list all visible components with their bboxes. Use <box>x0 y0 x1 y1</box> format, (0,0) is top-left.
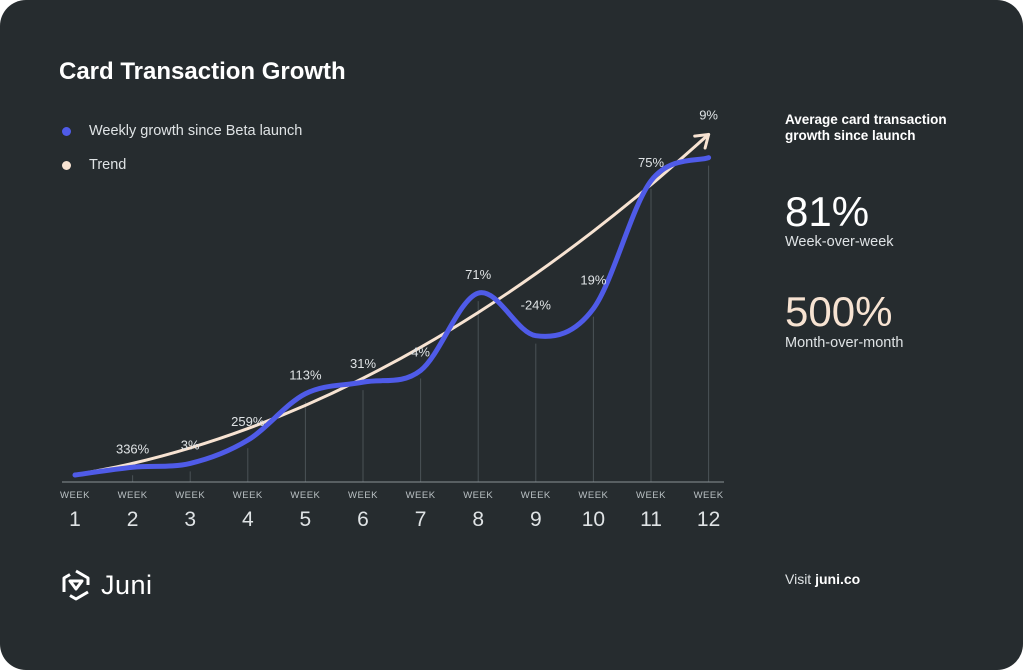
data-label-week-4: 259% <box>231 414 265 429</box>
weekly-growth-value: 81% <box>785 188 870 235</box>
trend-arrow-head <box>693 132 711 150</box>
monthly-growth-value: 500% <box>785 288 893 335</box>
x-tick-prefix-week-6: WEEK <box>348 490 378 501</box>
weekly-growth-line <box>72 155 712 478</box>
brand-name: Juni <box>101 569 153 600</box>
data-label-week-8: 71% <box>465 267 491 282</box>
x-tick-prefix-week-8: WEEK <box>463 490 493 501</box>
x-tick-label-week-7: 7 <box>415 508 427 531</box>
x-tick-prefix-week-4: WEEK <box>233 490 263 501</box>
x-tick-label-week-12: 12 <box>697 508 720 531</box>
legend-swatch-trend <box>62 160 71 170</box>
x-tick-label-week-9: 9 <box>530 508 542 531</box>
data-label-week-11: 75% <box>638 155 664 170</box>
data-label-week-2: 336% <box>116 441 150 456</box>
x-tick-prefix-week-2: WEEK <box>118 490 148 501</box>
data-label-week-6: 31% <box>350 356 376 371</box>
x-tick-prefix-week-11: WEEK <box>636 490 666 501</box>
visit-link[interactable]: Visit juni.co <box>785 571 860 587</box>
x-tick-prefix-week-10: WEEK <box>578 490 608 501</box>
x-tick-prefix-week-5: WEEK <box>290 490 320 501</box>
x-tick-label-week-4: 4 <box>242 508 254 531</box>
x-tick-prefix-week-1: WEEK <box>60 490 90 501</box>
x-tick-label-week-5: 5 <box>300 508 312 531</box>
x-tick-prefix-week-3: WEEK <box>175 490 205 501</box>
x-tick-label-week-3: 3 <box>184 508 196 531</box>
x-tick-label-week-11: 11 <box>640 508 662 531</box>
legend-item-trend: Trend <box>62 156 302 174</box>
legend: Weekly growth since Beta launch Trend <box>62 122 302 190</box>
weekly-growth-label: Week-over-week <box>785 234 894 250</box>
juni-logo-icon <box>62 569 90 601</box>
x-tick-label-week-8: 8 <box>472 508 484 531</box>
x-tick-prefix-week-12: WEEK <box>694 490 724 501</box>
brand-logo: Juni <box>59 568 153 602</box>
data-label-week-12: 9% <box>699 108 718 123</box>
data-label-week-5: 113% <box>289 368 322 383</box>
data-label-week-10: 19% <box>580 273 606 288</box>
data-label-week-3: 3% <box>181 437 200 452</box>
trend-line <box>73 132 711 477</box>
legend-swatch-weekly-growth <box>62 126 71 136</box>
monthly-growth-label: Month-over-month <box>785 335 904 351</box>
legend-label-weekly-growth: Weekly growth since Beta launch <box>89 123 303 139</box>
x-tick-prefix-week-7: WEEK <box>406 490 436 501</box>
legend-item-weekly-growth: Weekly growth since Beta launch <box>62 122 302 140</box>
x-tick-label-week-1: 1 <box>69 508 81 531</box>
summary-heading: Average card transaction growth since la… <box>785 112 947 143</box>
visit-prefix: Visit <box>785 571 812 587</box>
data-label-week-9: -24% <box>521 298 552 313</box>
x-tick-label-week-6: 6 <box>357 508 369 531</box>
x-tick-label-week-2: 2 <box>127 508 139 531</box>
visit-domain: juni.co <box>815 571 861 587</box>
legend-label-trend: Trend <box>89 157 127 173</box>
data-label-week-7: 4% <box>411 345 430 360</box>
x-tick-prefix-week-9: WEEK <box>521 490 551 501</box>
x-tick-label-week-10: 10 <box>582 508 605 531</box>
chart-title: Card Transaction Growth <box>59 58 346 85</box>
